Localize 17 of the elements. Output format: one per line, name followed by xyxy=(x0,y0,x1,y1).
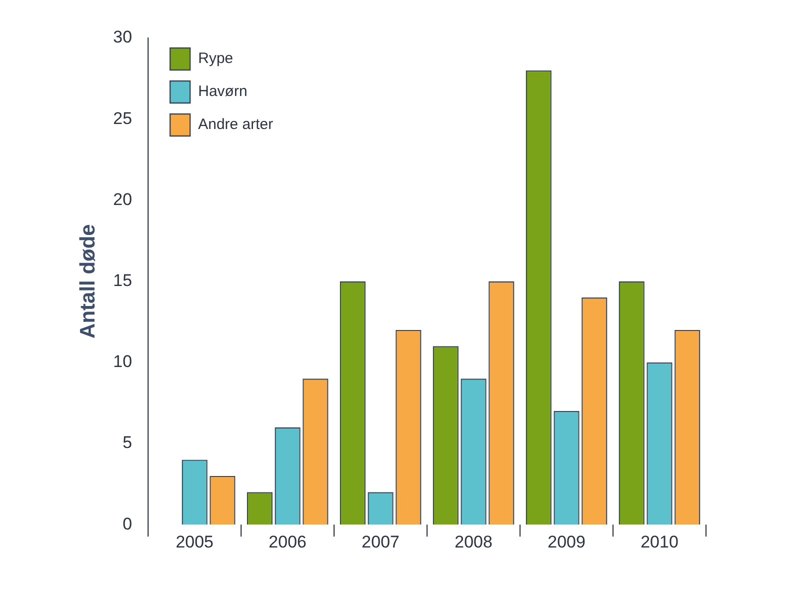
x-tick-label: 2008 xyxy=(454,532,492,552)
y-tick-label: 30 xyxy=(113,28,132,47)
legend-label: Havørn xyxy=(198,83,248,100)
y-tick-label: 15 xyxy=(113,270,132,290)
y-tick-label: 5 xyxy=(122,433,132,452)
legend-label: Andre arter xyxy=(198,116,274,134)
y-tick-label: 20 xyxy=(113,190,132,209)
legend-label: Rype xyxy=(198,50,234,68)
x-tick-label: 2009 xyxy=(548,532,586,552)
x-tick-label: 2005 xyxy=(176,532,214,552)
x-tick-label: 2010 xyxy=(640,532,678,552)
y-tick-label: 25 xyxy=(113,108,132,128)
y-tick-label: 10 xyxy=(113,352,132,372)
x-tick-label: 2006 xyxy=(268,532,306,552)
x-tick-label: 2007 xyxy=(362,532,400,552)
y-tick-label: 0 xyxy=(122,514,132,534)
y-axis-title: Antall døde xyxy=(76,224,100,338)
